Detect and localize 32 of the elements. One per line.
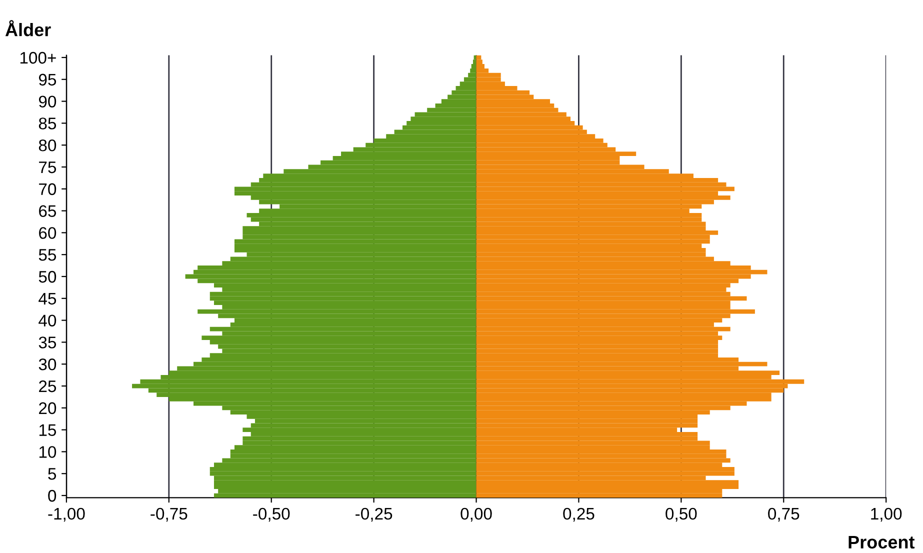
- y-tick-label: 85: [38, 118, 56, 130]
- y-tick-label: 35: [38, 336, 56, 348]
- y-tick-label: 95: [38, 74, 56, 86]
- y-tick-label: 30: [38, 358, 56, 370]
- x-tick-label: 0,75: [768, 508, 800, 522]
- y-tick-label: 5: [48, 468, 56, 480]
- x-tick-label: -0,75: [150, 508, 188, 522]
- y-tick-label: 75: [39, 162, 56, 174]
- x-tick-label: 0,50: [666, 508, 697, 522]
- y-tick-label: 90: [38, 96, 56, 108]
- y-tick-label: 15: [39, 424, 56, 436]
- y-tick-label: 10: [39, 446, 56, 458]
- y-tick-label: 55: [38, 249, 56, 261]
- y-tick-label: 70: [39, 183, 56, 196]
- y-axis-title: Ålder: [5, 20, 51, 36]
- y-tick-label: 65: [39, 205, 56, 217]
- x-tick-label: 1,00: [871, 508, 902, 522]
- y-tick-label: 45: [38, 292, 56, 305]
- y-tick-label: 100+: [20, 52, 56, 64]
- y-tick-label: 60: [39, 227, 56, 239]
- x-tick-label: -0,50: [253, 508, 290, 522]
- x-tick-label: 0,25: [563, 508, 594, 522]
- x-tick-label: -1,00: [48, 508, 85, 522]
- x-tick-label: 0,00: [460, 508, 492, 522]
- x-tick-label: -0,25: [356, 508, 392, 522]
- y-tick-label: 20: [39, 402, 56, 414]
- y-tick-label: 80: [38, 139, 56, 152]
- y-tick-label: 0: [48, 490, 56, 502]
- x-axis-title: Procent: [848, 536, 915, 549]
- y-tick-label: 40: [38, 314, 56, 327]
- y-tick-label: 50: [38, 270, 56, 283]
- y-tick-label: 25: [39, 380, 56, 392]
